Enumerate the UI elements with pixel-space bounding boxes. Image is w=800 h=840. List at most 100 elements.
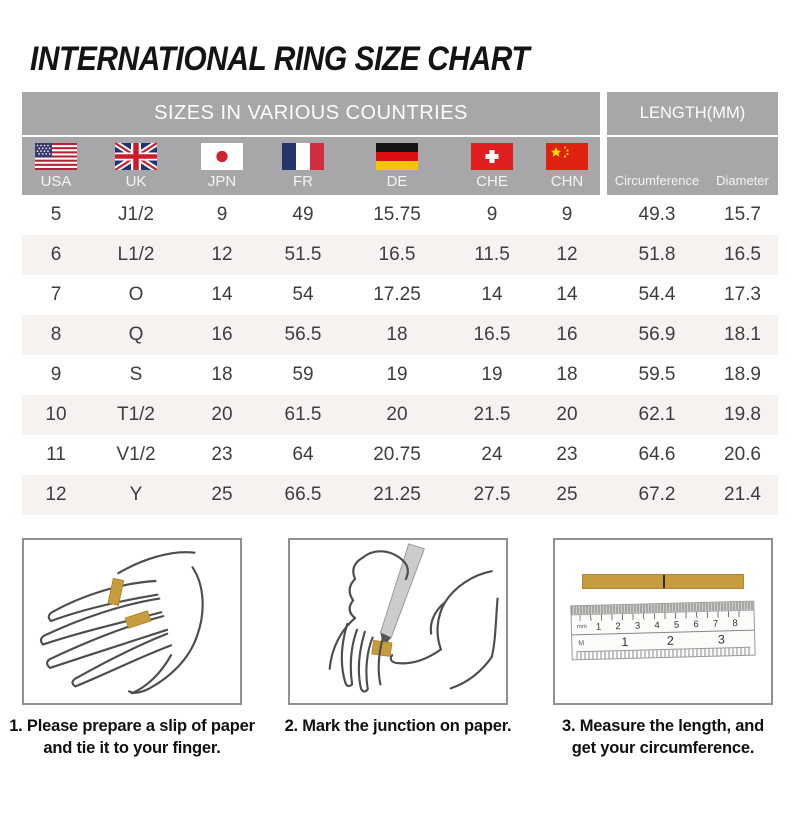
table-cell: 54.4 <box>638 284 676 305</box>
table-cell: Y <box>129 484 143 505</box>
ruler-number: 5 <box>673 619 680 631</box>
ruler-number: 7 <box>712 618 719 630</box>
length-subheaders: Circumference Diameter <box>607 137 778 195</box>
ruler-number: 3 <box>634 620 641 632</box>
table-cell: 18 <box>386 324 408 345</box>
page-title: INTERNATIONAL RING SIZE CHART <box>30 40 530 78</box>
table-cell: 15.7 <box>724 204 761 225</box>
ruler-number: 8 <box>732 618 738 630</box>
table-cell: 19 <box>481 364 503 385</box>
table-cell: 21.5 <box>473 404 511 425</box>
usa-flag-icon <box>35 143 77 170</box>
ruler-number: 3 <box>717 632 725 647</box>
caption-line: get your circumference. <box>571 739 755 758</box>
caption-line: and tie it to your finger. <box>43 739 221 758</box>
table-cell: S <box>129 364 143 385</box>
step-captions: 1. Please prepare a slip of paper and ti… <box>0 715 800 760</box>
table-cell: O <box>128 284 144 305</box>
table-group-header: SIZES IN VARIOUS COUNTRIES LENGTH(MM) <box>22 92 778 135</box>
table-cell: 20.75 <box>373 444 421 465</box>
table-cell: 59.5 <box>638 364 676 385</box>
sizes-group-header: SIZES IN VARIOUS COUNTRIES <box>22 92 600 135</box>
table-cell: 25 <box>556 484 578 505</box>
instruction-steps: mm 1 2 3 4 5 6 7 8 M 1 2 3 <box>0 538 800 705</box>
table-cell: 14 <box>481 284 503 305</box>
table-cell: 64 <box>292 444 314 465</box>
table-cell: 23 <box>556 444 578 465</box>
ring-size-table: SIZES IN VARIOUS COUNTRIES LENGTH(MM) <box>22 92 778 515</box>
ruler-number: 6 <box>693 619 699 631</box>
table-cell: 11.5 <box>474 244 510 265</box>
uk-flag-icon <box>115 143 157 170</box>
switzerland-flag-icon <box>471 143 513 170</box>
step3-illustration-box: mm 1 2 3 4 5 6 7 8 M 1 2 3 <box>553 538 773 705</box>
ruler-icon: mm 1 2 3 4 5 6 7 8 M 1 2 3 <box>570 600 756 661</box>
table-cell: V1/2 <box>116 444 156 465</box>
table-cell: 19.8 <box>724 404 761 425</box>
table-row: 7 O 14 54 17.25 14 14 54.4 17.3 <box>22 275 778 315</box>
table-cell: 14 <box>556 284 578 305</box>
table-cell: 24 <box>481 444 503 465</box>
table-cell: 17.25 <box>373 284 421 305</box>
column-header-che: CHE <box>450 137 534 195</box>
step2-caption: 2. Mark the junction on paper. <box>268 715 528 760</box>
column-header-usa: USA <box>22 137 90 195</box>
ruler-number: 4 <box>654 620 660 632</box>
table-cell: 9 <box>50 364 62 385</box>
table-cell: 15.75 <box>373 204 421 225</box>
step2-illustration-box <box>288 538 508 705</box>
table-row: 5 J1/2 9 49 15.75 9 9 49.3 15.7 <box>22 195 778 235</box>
table-cell: Q <box>128 324 144 345</box>
table-cell: 49.3 <box>638 204 676 225</box>
table-cell: 18.9 <box>724 364 761 385</box>
table-cell: 20 <box>386 404 408 425</box>
country-label: JPN <box>207 173 237 190</box>
column-header-fr: FR <box>262 137 344 195</box>
table-cell: 9 <box>216 204 228 225</box>
table-cell: 21.4 <box>724 484 761 505</box>
table-cell: J1/2 <box>118 204 154 225</box>
table-cell: 6 <box>50 244 62 265</box>
caption-line: 2. Mark the junction on paper. <box>284 717 512 735</box>
table-cell: 54 <box>292 284 314 305</box>
table-cell: 64.6 <box>638 444 676 465</box>
table-cell: 12 <box>45 484 67 505</box>
table-row: 10 T1/2 20 61.5 20 21.5 20 62.1 19.8 <box>22 395 778 435</box>
circumference-header: Circumference <box>614 173 700 188</box>
table-cell: 59 <box>292 364 314 385</box>
diameter-header: Diameter <box>716 173 769 188</box>
table-cell: 8 <box>50 324 62 345</box>
country-label: UK <box>125 173 147 190</box>
table-cell: 66.5 <box>284 484 322 505</box>
table-cell: 16.5 <box>724 244 761 265</box>
table-row: 8 Q 16 56.5 18 16.5 16 56.9 18.1 <box>22 315 778 355</box>
ruler-number: 2 <box>615 621 621 633</box>
table-cell: 67.2 <box>638 484 676 505</box>
step3-caption: 3. Measure the length, and get your circ… <box>533 715 793 760</box>
column-header-uk: UK <box>90 137 182 195</box>
table-cell: 16.5 <box>473 324 511 345</box>
hand-with-paper-slip-illustration <box>39 551 204 695</box>
table-cell: 17.3 <box>724 284 761 305</box>
country-label: CHE <box>476 173 508 190</box>
ruler-number: 1 <box>621 634 629 650</box>
table-cell: 18.1 <box>724 324 761 345</box>
table-cell: 27.5 <box>473 484 511 505</box>
japan-flag-icon <box>201 143 243 170</box>
step1-illustration-box <box>22 538 242 705</box>
table-cell: 16 <box>211 324 233 345</box>
table-cell: L1/2 <box>117 244 155 265</box>
table-cell: 14 <box>211 284 233 305</box>
table-cell: 7 <box>50 284 62 305</box>
ruler-m-label: M <box>578 640 585 648</box>
table-cell: 5 <box>50 204 62 225</box>
table-cell: 16.5 <box>378 244 416 265</box>
table-cell: 23 <box>211 444 233 465</box>
table-cell: 56.9 <box>638 324 676 345</box>
caption-line: 1. Please prepare a slip of paper <box>9 717 255 735</box>
table-flag-header: USA UK JPN <box>22 137 778 195</box>
table-cell: 9 <box>561 204 573 225</box>
table-cell: 18 <box>556 364 578 385</box>
table-cell: 18 <box>211 364 233 385</box>
table-cell: 19 <box>386 364 408 385</box>
